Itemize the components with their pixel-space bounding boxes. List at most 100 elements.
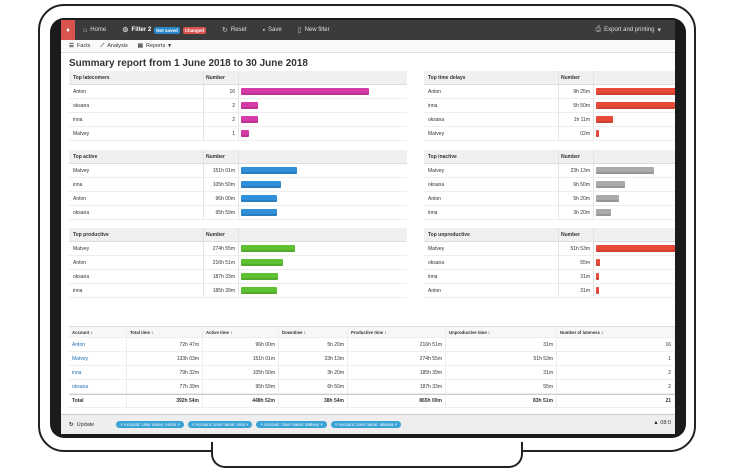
row-value: 5h 50m (559, 99, 594, 112)
filter-chip-anton[interactable]: × Account: User name: Anton × (116, 421, 184, 428)
panel-header: Top latecomers Number (69, 71, 407, 85)
column-header[interactable]: Account ↕ (69, 327, 127, 337)
reports-tab[interactable]: ▤ Reports ▾ (137, 43, 171, 49)
panel-row: inna 185h 39m (69, 284, 407, 298)
table-cell: 96h 00m (203, 338, 279, 351)
row-name: inna (424, 270, 559, 283)
table-cell: 95h 59m (203, 380, 279, 393)
total-cell: 865h 00m (348, 395, 446, 407)
panel-title: Top inactive (424, 150, 559, 163)
facts-tab[interactable]: ☰ Facts (69, 43, 91, 49)
row-name: Anton (69, 192, 204, 205)
row-bar (596, 102, 675, 109)
row-bar (241, 167, 297, 174)
total-cell: Total (69, 395, 127, 407)
refresh-icon: ↻ (69, 421, 74, 428)
save-button[interactable]: ▪ Save (262, 26, 282, 34)
row-bar (596, 181, 625, 188)
panel-title: Top latecomers (69, 71, 204, 84)
panel-header: Top productive Number (69, 228, 407, 242)
row-name: inna (424, 206, 559, 219)
panel-row: oksana 187h 33m (69, 270, 407, 284)
table-cell: 79h 32m (127, 366, 203, 379)
panel-header: Top inactive Number (424, 150, 675, 164)
panel-row: oksana 95h 59m (69, 206, 407, 220)
row-bar (241, 209, 277, 216)
export-printing-menu[interactable]: ⎙ Export and printing ▾ (595, 26, 662, 34)
sub-navigation: ☰ Facts ⟋ Analysis ▤ Reports ▾ (61, 40, 675, 53)
row-name: oksana (69, 99, 204, 112)
row-name: Anton (424, 192, 559, 205)
column-header[interactable]: Productive time ↕ (348, 327, 446, 337)
column-header[interactable]: Total time ↕ (127, 327, 203, 337)
chart-icon: ⟋ (100, 42, 105, 49)
table-row: Anton 72h 47m 96h 00m 5h 20m 216h 51m 31m 16 (69, 338, 675, 352)
column-header[interactable]: Number of lateness ↕ (557, 327, 675, 337)
table-cell: 133h 03m (127, 352, 203, 365)
account-link[interactable]: Matvey (69, 352, 127, 365)
table-cell: 3h 20m (279, 366, 348, 379)
save-icon: ▪ (262, 26, 266, 34)
panel-top-inactive: Top inactive Number Matvey 23h 13m oksana 6h … (424, 150, 675, 220)
column-header[interactable]: Downtime ↕ (279, 327, 348, 337)
table-cell: 72h 47m (127, 338, 203, 351)
total-cell: 83h 51m (446, 395, 557, 407)
panel-title: Top unproductive (424, 228, 559, 241)
reset-button[interactable]: ↻ Reset (222, 27, 247, 34)
top-toolbar: ♦ ⌂ Home ⚙ Filter 2 Not saved Changed ↻ Res… (61, 20, 675, 40)
home-button[interactable]: ⌂ Home (83, 26, 107, 34)
account-link[interactable]: oksana (69, 380, 127, 393)
row-value: 96h 00m (204, 192, 239, 205)
list-icon: ☰ (69, 43, 74, 49)
row-value: 274h 55m (204, 242, 239, 255)
row-bar (241, 88, 369, 95)
panel-row: oksana 2 (69, 99, 407, 113)
row-name: oksana (424, 256, 559, 269)
filter-button[interactable]: ⚙ Filter 2 Not saved Changed (122, 26, 206, 34)
row-bar (241, 102, 258, 109)
table-cell: 77h 39m (127, 380, 203, 393)
row-name: inna (69, 178, 204, 191)
row-value: 02m (559, 127, 594, 140)
report-icon: ▤ (137, 43, 143, 49)
gear-icon: ⚙ (122, 27, 129, 34)
column-header[interactable]: Active time ↕ (203, 327, 279, 337)
account-link[interactable]: inna (69, 366, 127, 379)
row-value: 55m (559, 256, 594, 269)
panel-row: Matvey 02m (424, 127, 675, 141)
row-bar (596, 273, 599, 280)
panel-top-time-delays: Top time delays Number Anton 9h 25m inna 5h 5… (424, 71, 675, 141)
panel-row: Matvey 151h 01m (69, 164, 407, 178)
account-link[interactable]: Anton (69, 338, 127, 351)
new-filter-button[interactable]: ▯ New filter (297, 27, 330, 34)
filter-chip-inna[interactable]: × Account: User name: inna × (187, 421, 253, 428)
row-name: Matvey (69, 127, 204, 140)
panel-top-productive: Top productive Number Matvey 274h 55m Anton 2… (69, 228, 407, 298)
row-bar (596, 287, 599, 294)
summary-table: Account ↕ Total time ↕ Active time ↕ Downti… (69, 326, 675, 408)
panel-column-header: Number (559, 71, 594, 84)
panel-top-unproductive: Top unproductive Number Matvey 51h 53m oksan… (424, 228, 675, 298)
panel-row: Matvey 23h 13m (424, 164, 675, 178)
row-name: Matvey (424, 164, 559, 177)
table-cell: 216h 51m (348, 338, 446, 351)
app-logo[interactable]: ♦ (61, 20, 75, 40)
row-bar (596, 259, 600, 266)
update-button[interactable]: ↻ Update (69, 421, 95, 428)
panel-row: inna 31m (424, 270, 675, 284)
not-saved-badge: Not saved (154, 26, 180, 34)
filter-chip-oksana[interactable]: × Account: User name: oksana × (330, 421, 402, 428)
reset-icon: ↻ (222, 27, 228, 34)
panel-title: Top active (69, 150, 204, 163)
panel-row: inna 105h 50m (69, 178, 407, 192)
panel-row: Anton 9h 25m (424, 85, 675, 99)
table-row: inna 79h 32m 105h 50m 3h 20m 185h 39m 31m 2 (69, 366, 675, 380)
panel-row: Anton 16 (69, 85, 407, 99)
panel-top-active: Top active Number Matvey 151h 01m inna 105h 5… (69, 150, 407, 220)
analysis-tab[interactable]: ⟋ Analysis (100, 42, 128, 50)
panel-row: Anton 31m (424, 284, 675, 298)
row-name: inna (69, 113, 204, 126)
table-cell: 185h 39m (348, 366, 446, 379)
column-header[interactable]: Unproductive time ↕ (446, 327, 557, 337)
filter-chip-matvey[interactable]: × Account: User name: Matvey × (256, 421, 327, 428)
